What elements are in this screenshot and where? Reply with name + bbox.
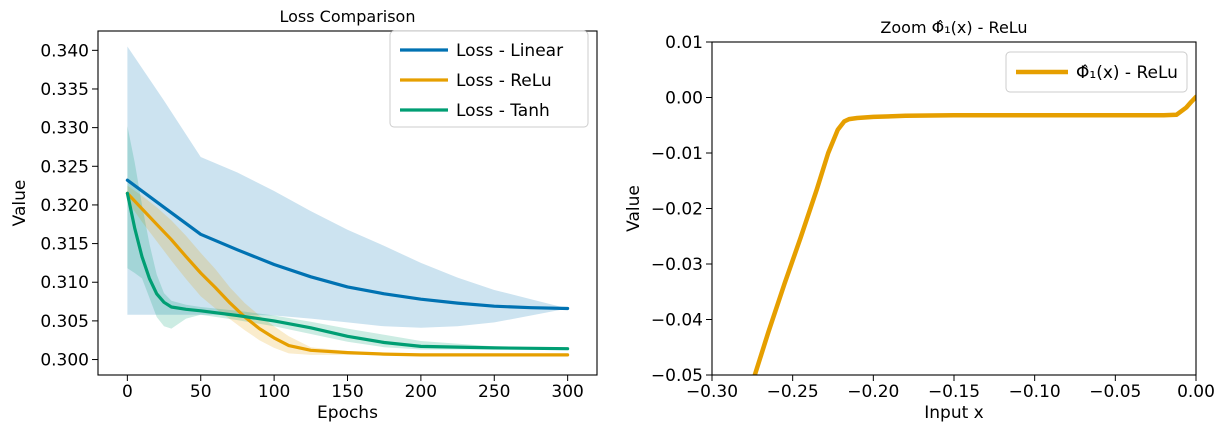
x-tick-label: −0.20 [847,382,899,402]
chart-title: Loss Comparison [280,7,416,26]
axis-ticks: −0.30 −0.25 −0.20 −0.15 −0.10 −0.05 0.00 −0.05 −… [651,33,1215,402]
confidence-band [127,46,568,328]
legend-box [389,30,589,128]
x-tick-label: −0.05 [1089,382,1141,402]
x-tick-label: 250 [478,382,510,402]
series-line [752,94,1196,375]
y-tick-label: −0.03 [651,255,703,275]
series-line [125,191,570,351]
y-tick-label: −0.01 [651,144,703,164]
axis-ticks: 0 50 100 150 200 250 300 0.300 0.305 0.310 0.315 0.… [40,41,584,402]
series-line [125,178,570,311]
series-lines [125,178,570,357]
x-tick-label: −0.15 [928,382,980,402]
y-tick-label: 0.300 [40,351,89,371]
y-tick-label: 0.325 [40,157,89,177]
confidence-band [127,185,568,355]
y-tick-label: 0.00 [665,89,703,109]
y-tick-label: 0.01 [665,33,703,53]
loss-comparison-panel: 0 50 100 150 200 250 300 0.300 0.305 0.310 0.315 0.… [10,7,598,423]
y-tick-label: −0.05 [651,366,703,386]
x-axis-label: Epochs [317,403,378,423]
legend: Loss - Linear Loss - ReLu Loss - Tanh [389,30,589,128]
y-tick-label: 0.330 [40,119,89,139]
legend-label: Loss - Tanh [456,101,550,121]
y-tick-label: 0.305 [40,312,89,332]
legend-box [1005,51,1188,93]
y-axis-label: Value [624,185,644,232]
legend-label: Loss - ReLu [456,71,552,91]
y-tick-label: 0.315 [40,235,89,255]
x-tick-label: 0.00 [1177,382,1215,402]
x-axis-label: Input x [924,403,983,423]
x-tick-label: 100 [258,382,290,402]
confidence-bands [127,46,568,355]
y-tick-label: 0.335 [40,80,89,100]
y-tick-label: 0.340 [40,41,89,61]
x-tick-label: 300 [551,382,583,402]
legend-label: Loss - Linear [456,41,563,61]
y-tick-label: −0.04 [651,311,703,331]
y-tick-label: −0.02 [651,200,703,220]
series-line [125,191,570,357]
x-tick-label: −0.10 [1009,382,1061,402]
series-lines [752,94,1196,375]
x-tick-label: 0 [122,382,133,402]
legend-label: Φ̂₁(x) - ReLu [1076,63,1178,83]
x-tick-label: 50 [190,382,212,402]
x-tick-label: 150 [331,382,363,402]
zoom-phi-panel: −0.30 −0.25 −0.20 −0.15 −0.10 −0.05 0.00 −0.05 −… [624,18,1215,423]
legend: Φ̂₁(x) - ReLu [1005,51,1188,93]
x-tick-label: −0.30 [686,382,738,402]
y-tick-label: 0.320 [40,196,89,216]
x-tick-label: 200 [405,382,437,402]
chart-title: Zoom Φ̂₁(x) - ReLu [880,18,1027,37]
y-tick-label: 0.310 [40,273,89,293]
x-tick-label: −0.25 [767,382,819,402]
y-axis-label: Value [10,180,30,227]
confidence-band [127,126,568,350]
